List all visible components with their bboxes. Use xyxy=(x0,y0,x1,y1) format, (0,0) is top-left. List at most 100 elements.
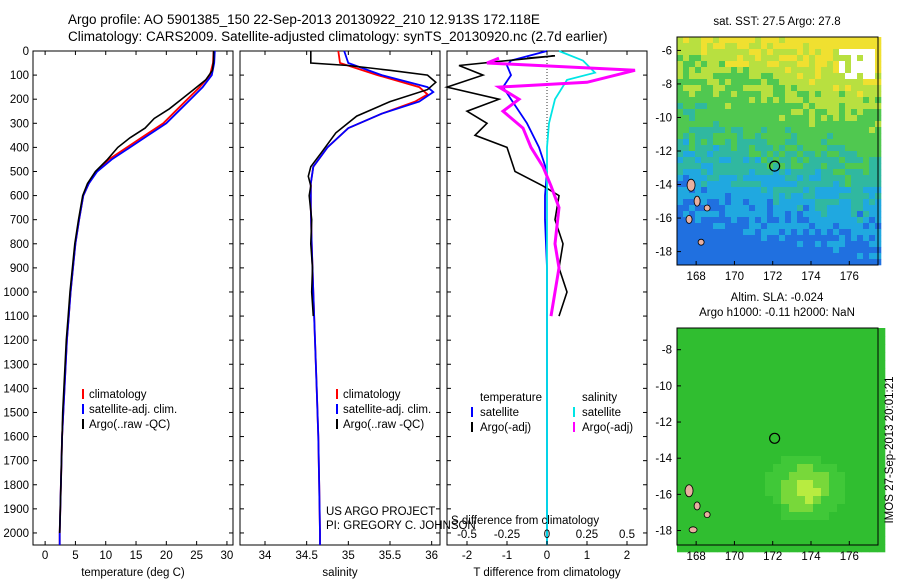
map-cell xyxy=(767,127,774,134)
map-cell xyxy=(821,432,830,441)
map-cell xyxy=(733,520,742,529)
map-cell xyxy=(797,480,806,489)
map-cell xyxy=(839,127,846,134)
sla-map: 168 170 172 174 176-8-10-12-14-16-18 xyxy=(655,327,886,563)
map-cell xyxy=(743,121,750,128)
x-tick-label-s: -0.25 xyxy=(494,529,520,541)
map-cell xyxy=(869,163,876,170)
map-cell xyxy=(861,376,870,385)
map-cell xyxy=(829,360,838,369)
map-cell xyxy=(695,67,702,74)
map-cell xyxy=(717,336,726,345)
map-cell xyxy=(743,61,750,68)
map-cell xyxy=(683,133,690,140)
map-cell xyxy=(749,193,756,200)
map-cell xyxy=(813,544,822,553)
map-cell xyxy=(773,536,782,545)
map-cell xyxy=(755,157,762,164)
map-cell xyxy=(821,133,828,140)
map-cell xyxy=(781,536,790,545)
map-cell xyxy=(741,472,750,481)
map-cell xyxy=(677,175,684,182)
map-cell xyxy=(829,544,838,553)
map-cell xyxy=(797,336,806,345)
x-tick-label: 0 xyxy=(544,550,550,562)
map-cell xyxy=(713,151,720,158)
map-cell xyxy=(809,223,816,230)
map-cell xyxy=(725,187,732,194)
map-cell xyxy=(755,223,762,230)
map-cell xyxy=(683,175,690,182)
map-cell xyxy=(863,73,870,80)
map-cell xyxy=(701,169,708,176)
map-cell xyxy=(869,61,876,68)
map-cell xyxy=(809,43,816,50)
map-cell xyxy=(781,496,790,505)
map-cell xyxy=(829,504,838,513)
map-cell xyxy=(851,73,858,80)
map-cell xyxy=(685,520,694,529)
map-cell xyxy=(731,85,738,92)
map-cell xyxy=(833,157,840,164)
map-cell xyxy=(725,133,732,140)
map-cell xyxy=(737,163,744,170)
map-cell xyxy=(779,253,786,260)
map-cell xyxy=(773,253,780,260)
map-cell xyxy=(857,79,864,86)
map-cell xyxy=(737,175,744,182)
map-cell xyxy=(737,205,744,212)
map-cell xyxy=(701,424,710,433)
map-cell xyxy=(743,115,750,122)
map-cell xyxy=(853,496,862,505)
map-cell xyxy=(821,199,828,206)
map-cell xyxy=(815,109,822,116)
map-cell xyxy=(737,157,744,164)
map-cell xyxy=(781,528,790,537)
map-cell xyxy=(717,512,726,521)
map-cell xyxy=(737,217,744,224)
map-cell xyxy=(737,85,744,92)
map-cell xyxy=(845,352,854,361)
map-cell xyxy=(857,55,864,62)
map-cell xyxy=(693,544,702,553)
map-cell xyxy=(797,187,804,194)
map-cell xyxy=(815,193,822,200)
map-cell xyxy=(813,480,822,489)
map-cell xyxy=(863,145,870,152)
map-cell xyxy=(749,512,758,521)
map-cell xyxy=(857,169,864,176)
map-cell xyxy=(725,504,734,513)
map-cell xyxy=(837,464,846,473)
map-cell xyxy=(813,416,822,425)
map-cell xyxy=(785,163,792,170)
map-cell xyxy=(779,115,786,122)
map-cell xyxy=(701,73,708,80)
map-cell xyxy=(877,480,886,489)
legend-header-salinity: salinity xyxy=(582,392,617,404)
map-cell xyxy=(741,512,750,521)
map-cell xyxy=(821,85,828,92)
map-cell xyxy=(685,400,694,409)
map-cell xyxy=(765,416,774,425)
map-cell xyxy=(805,352,814,361)
map-cell xyxy=(689,211,696,218)
map-cell xyxy=(869,512,878,521)
map-cell xyxy=(845,199,852,206)
map-cell xyxy=(685,512,694,521)
map-cell xyxy=(743,133,750,140)
map-cell xyxy=(803,235,810,242)
map-cell xyxy=(725,43,732,50)
map-cell xyxy=(813,456,822,465)
map-cell xyxy=(815,97,822,104)
map-cell xyxy=(695,229,702,236)
map-cell xyxy=(749,157,756,164)
y-tick-label: 1000 xyxy=(3,287,29,299)
map-cell xyxy=(731,139,738,146)
map-cell xyxy=(827,139,834,146)
map-cell xyxy=(737,97,744,104)
map-cell xyxy=(689,175,696,182)
legend-label: satellite xyxy=(480,407,519,419)
map-cell xyxy=(845,480,854,489)
map-cell xyxy=(677,139,684,146)
map-cell xyxy=(845,512,854,521)
